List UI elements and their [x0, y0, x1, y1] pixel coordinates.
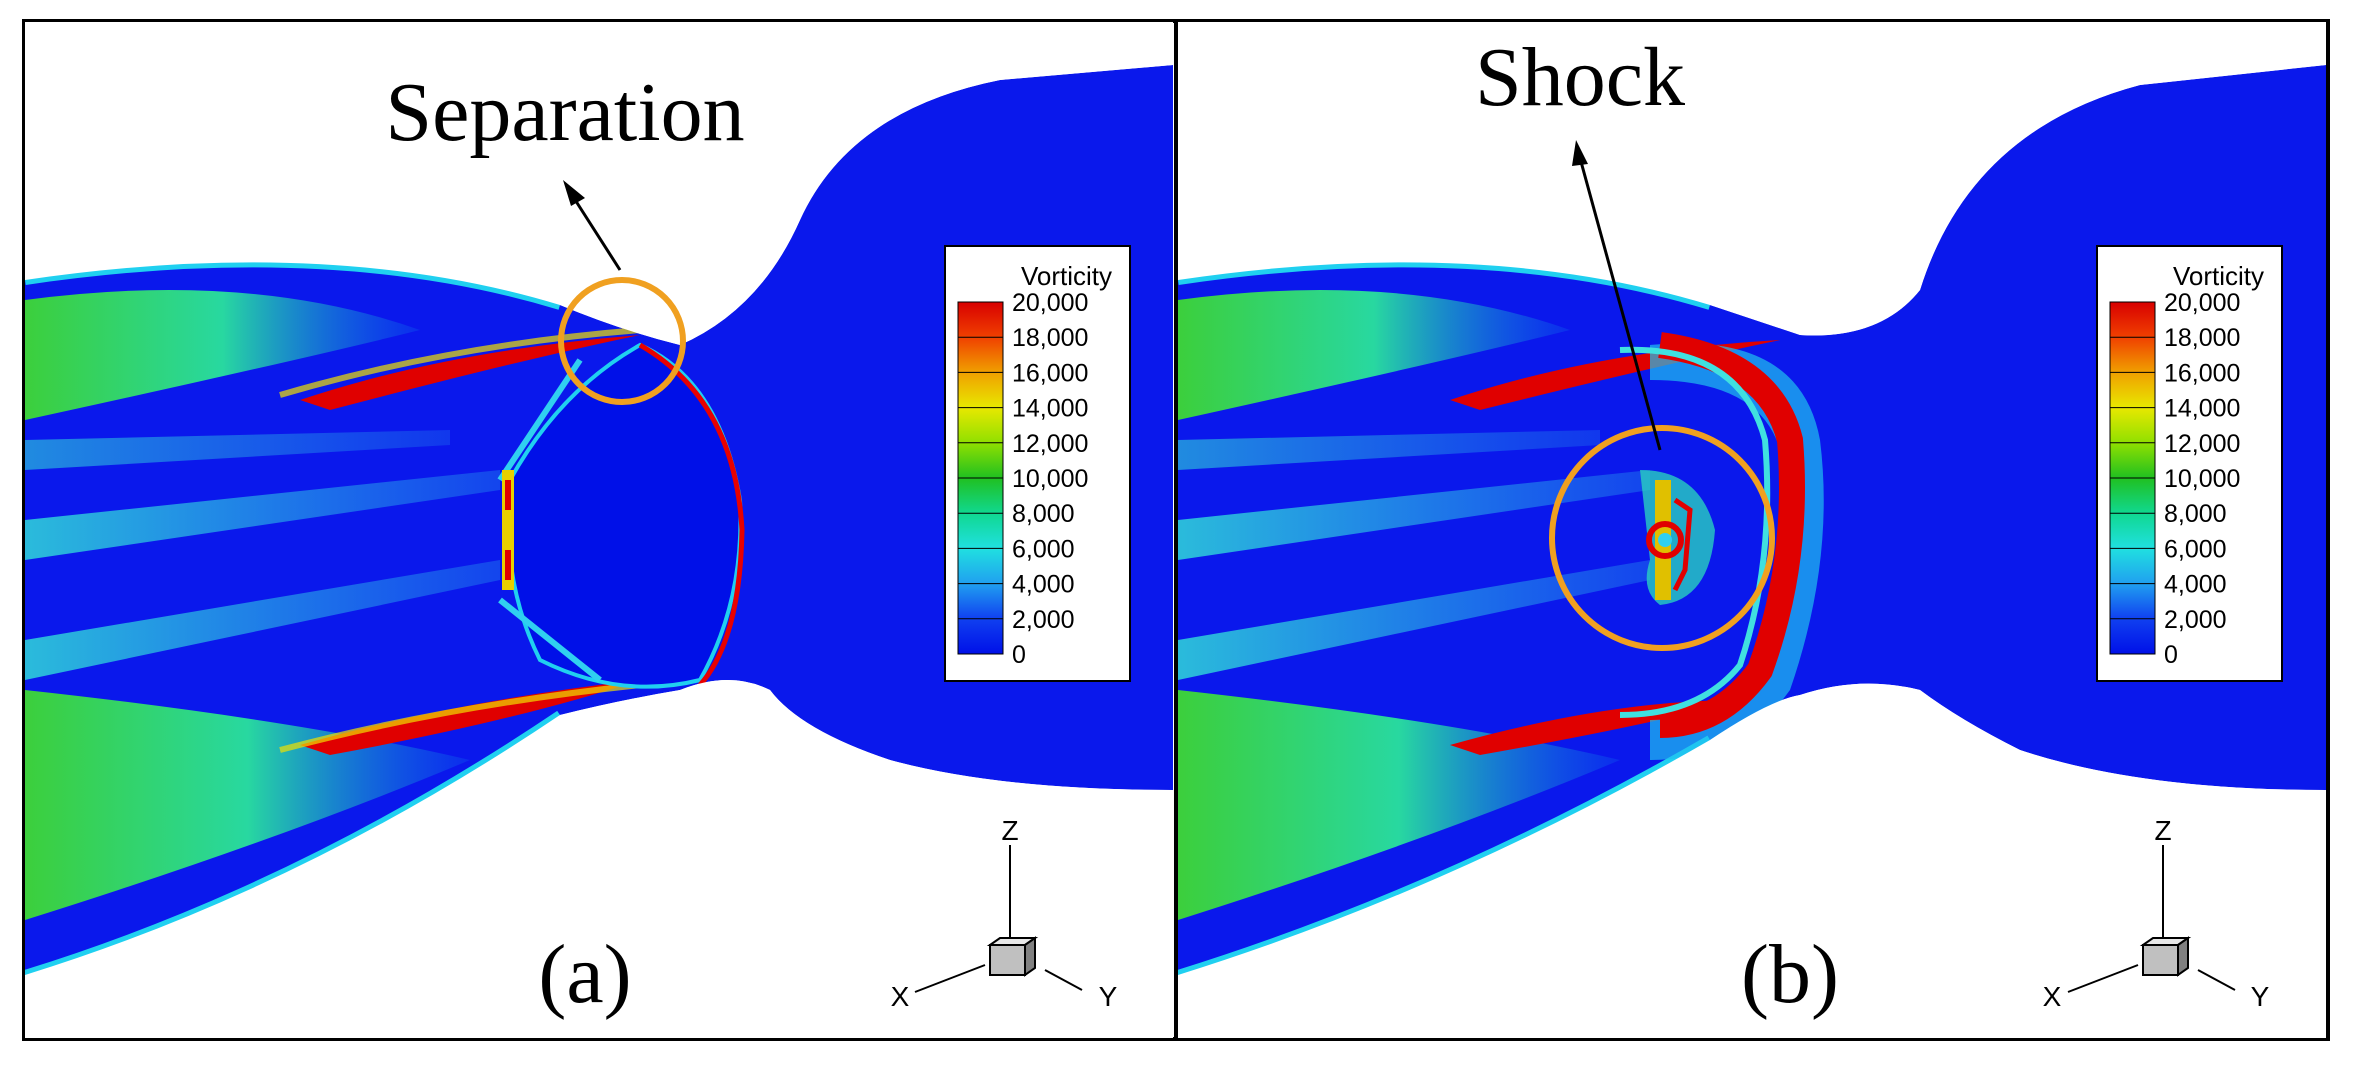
- separation-arrow-head: [563, 180, 585, 206]
- shock-annotation: Shock: [1475, 31, 1685, 124]
- axes-triad-b: Z X Y: [2043, 815, 2270, 1012]
- legend-tick-label: 6,000: [1012, 535, 1075, 563]
- legend-tick-label: 18,000: [1012, 324, 1088, 352]
- legend-a: Vorticity 20,000 18,000 16,000 14,000 12,000…: [944, 245, 1131, 682]
- legend-tick-label: 4,000: [2164, 571, 2227, 599]
- legend-tick-label: 6,000: [2164, 535, 2227, 563]
- legend-tick-label: 10,000: [1012, 465, 1088, 493]
- shock-marker-circle: [1549, 425, 1775, 651]
- axis-x-label-a: X: [891, 981, 910, 1012]
- separation-annotation: Separation: [385, 66, 744, 159]
- legend-tick-label: 12,000: [2164, 430, 2240, 458]
- axis-y-label-a: Y: [1099, 981, 1118, 1012]
- panel-a: [25, 22, 1173, 1038]
- legend-b-title: Vorticity: [2173, 261, 2264, 291]
- separation-marker-circle: [558, 277, 686, 405]
- separation-arrow: [570, 194, 622, 271]
- legend-tick-label: 20,000: [1012, 289, 1088, 317]
- shock-arrow-head: [1572, 140, 1588, 166]
- legend-tick-label: 14,000: [1012, 395, 1088, 423]
- legend-tick-label: 0: [2164, 641, 2178, 669]
- legend-tick-label: 16,000: [2164, 359, 2240, 387]
- axis-z-label-b: Z: [2154, 815, 2171, 846]
- legend-tick-label: 12,000: [1012, 430, 1088, 458]
- legend-tick-label: 4,000: [1012, 571, 1075, 599]
- legend-b-labels: 20,000 18,000 16,000 14,000 12,000 10,000 8,00…: [2110, 289, 2240, 669]
- legend-tick-label: 18,000: [2164, 324, 2240, 352]
- legend-tick-label: 14,000: [2164, 395, 2240, 423]
- legend-tick-label: 20,000: [2164, 289, 2240, 317]
- axis-z-label-a: Z: [1001, 815, 1018, 846]
- legend-tick-label: 16,000: [1012, 359, 1088, 387]
- axis-y-label-b: Y: [2251, 981, 2270, 1012]
- axis-x-label-b: X: [2043, 981, 2062, 1012]
- panel-a-label: (a): [538, 928, 631, 1021]
- panel-b: [1178, 22, 2326, 1038]
- legend-tick-label: 2,000: [2164, 606, 2227, 634]
- axes-triad-a: Z X Y: [891, 815, 1118, 1012]
- legend-b: Vorticity 20,000 18,000 16,000 14,000 12,000…: [2096, 245, 2283, 682]
- legend-tick-label: 2,000: [1012, 606, 1075, 634]
- legend-a-labels: 20,000 18,000 16,000 14,000 12,000 10,000 8,00…: [958, 289, 1088, 669]
- legend-tick-label: 8,000: [2164, 500, 2227, 528]
- legend-tick-label: 10,000: [2164, 465, 2240, 493]
- panel-b-label: (b): [1741, 928, 1839, 1021]
- legend-tick-label: 8,000: [1012, 500, 1075, 528]
- legend-a-title: Vorticity: [1021, 261, 1112, 291]
- shock-arrow: [1578, 157, 1662, 451]
- legend-tick-label: 0: [1012, 641, 1026, 669]
